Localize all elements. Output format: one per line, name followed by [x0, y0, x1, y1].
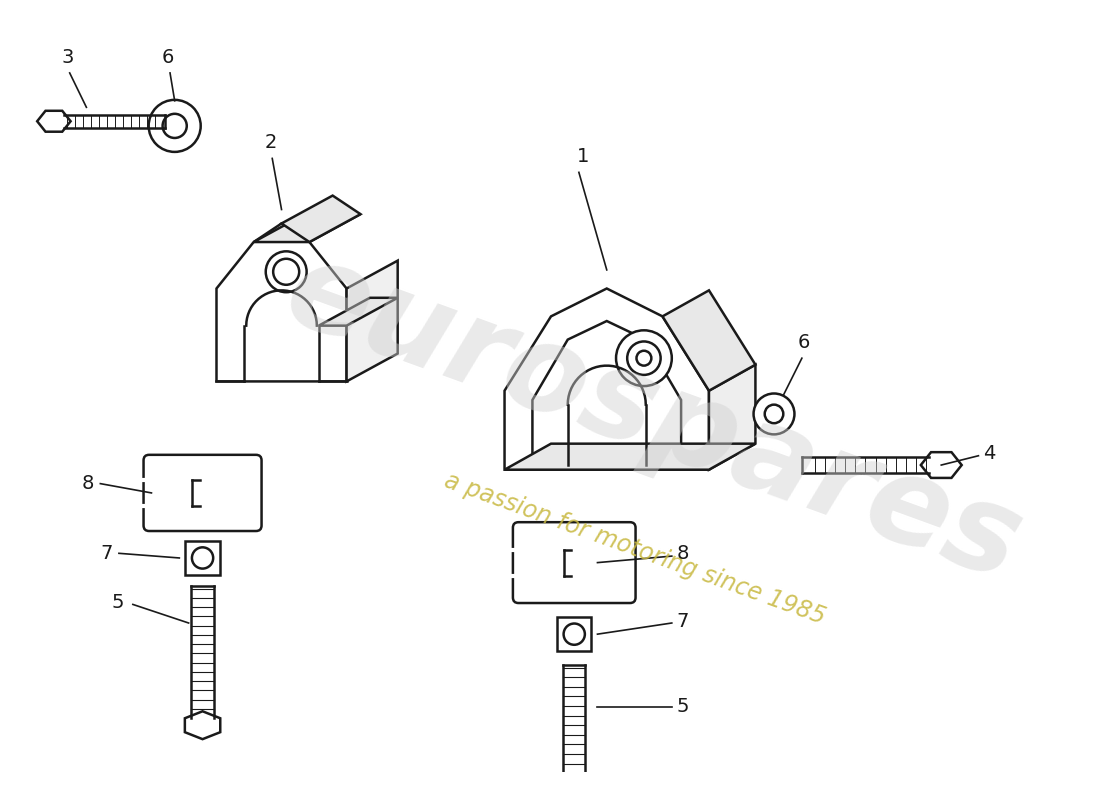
Polygon shape [346, 261, 398, 382]
Text: 5: 5 [676, 697, 689, 716]
Circle shape [148, 100, 200, 152]
Polygon shape [662, 290, 756, 390]
Circle shape [266, 251, 307, 292]
Text: 4: 4 [983, 444, 996, 463]
Text: 3: 3 [62, 48, 74, 67]
Polygon shape [921, 452, 961, 478]
FancyBboxPatch shape [513, 522, 636, 603]
Circle shape [563, 623, 585, 645]
Text: 5: 5 [111, 593, 123, 612]
Polygon shape [186, 541, 220, 575]
Text: 6: 6 [162, 48, 175, 67]
FancyBboxPatch shape [144, 455, 262, 531]
Polygon shape [282, 195, 361, 242]
Polygon shape [319, 298, 398, 326]
Text: eurospares: eurospares [271, 231, 1036, 606]
Circle shape [754, 394, 794, 434]
Polygon shape [254, 214, 361, 242]
Polygon shape [185, 711, 220, 739]
Text: 6: 6 [798, 333, 810, 352]
Circle shape [637, 350, 651, 366]
Text: 2: 2 [264, 133, 276, 152]
Text: 1: 1 [578, 147, 590, 166]
Polygon shape [37, 110, 70, 132]
Text: 8: 8 [81, 474, 94, 493]
Polygon shape [710, 365, 756, 470]
Text: 7: 7 [100, 544, 112, 563]
Polygon shape [505, 289, 710, 470]
Polygon shape [557, 617, 592, 651]
Polygon shape [505, 444, 756, 470]
Polygon shape [532, 321, 681, 465]
Circle shape [627, 342, 661, 375]
Circle shape [616, 330, 672, 386]
Text: a passion for motoring since 1985: a passion for motoring since 1985 [441, 468, 828, 629]
Text: 7: 7 [676, 612, 689, 630]
Text: 8: 8 [676, 544, 689, 563]
Circle shape [163, 114, 187, 138]
Polygon shape [557, 795, 592, 800]
Polygon shape [217, 223, 346, 382]
Circle shape [191, 547, 213, 569]
Circle shape [273, 258, 299, 285]
Circle shape [764, 405, 783, 423]
